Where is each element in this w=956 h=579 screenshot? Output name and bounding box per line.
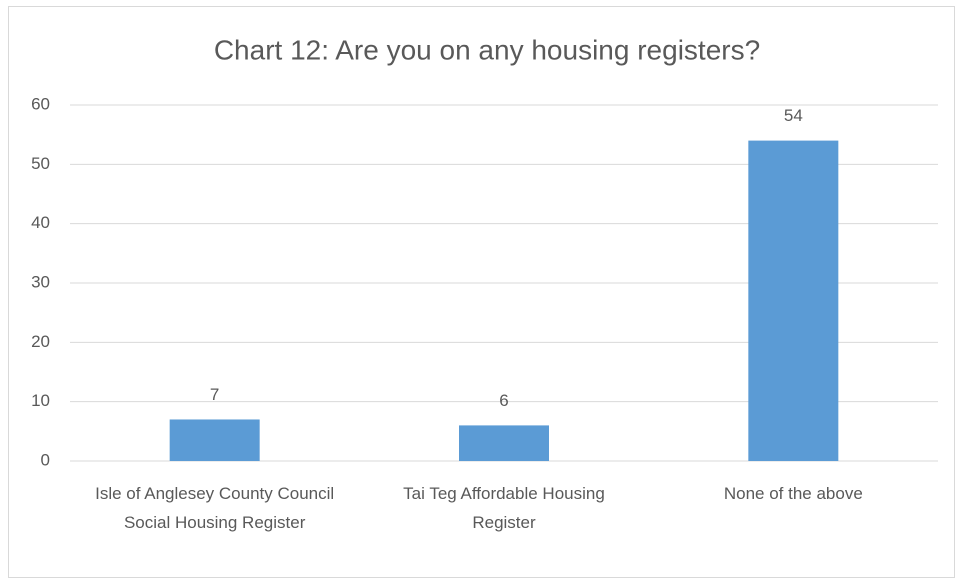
y-tick-label: 0	[41, 450, 50, 469]
x-tick-label: None of the above	[723, 484, 863, 503]
chart-title: Chart 12: Are you on any housing registe…	[214, 34, 760, 65]
bar	[748, 140, 839, 461]
y-tick-label: 60	[31, 94, 50, 113]
data-label: 54	[784, 106, 803, 125]
y-tick-label: 30	[31, 272, 50, 291]
data-label: 6	[499, 391, 508, 410]
bar	[169, 419, 260, 461]
y-tick-label: 10	[31, 391, 50, 410]
y-tick-label: 40	[31, 213, 50, 232]
x-tick-label: Isle of Anglesey County Council Social H…	[95, 484, 335, 532]
y-tick-label: 50	[31, 154, 50, 173]
bar	[459, 425, 549, 461]
x-tick-label: Tai Teg Affordable Housing Register	[403, 484, 605, 532]
data-label: 7	[210, 385, 219, 404]
y-tick-label: 20	[31, 332, 50, 351]
